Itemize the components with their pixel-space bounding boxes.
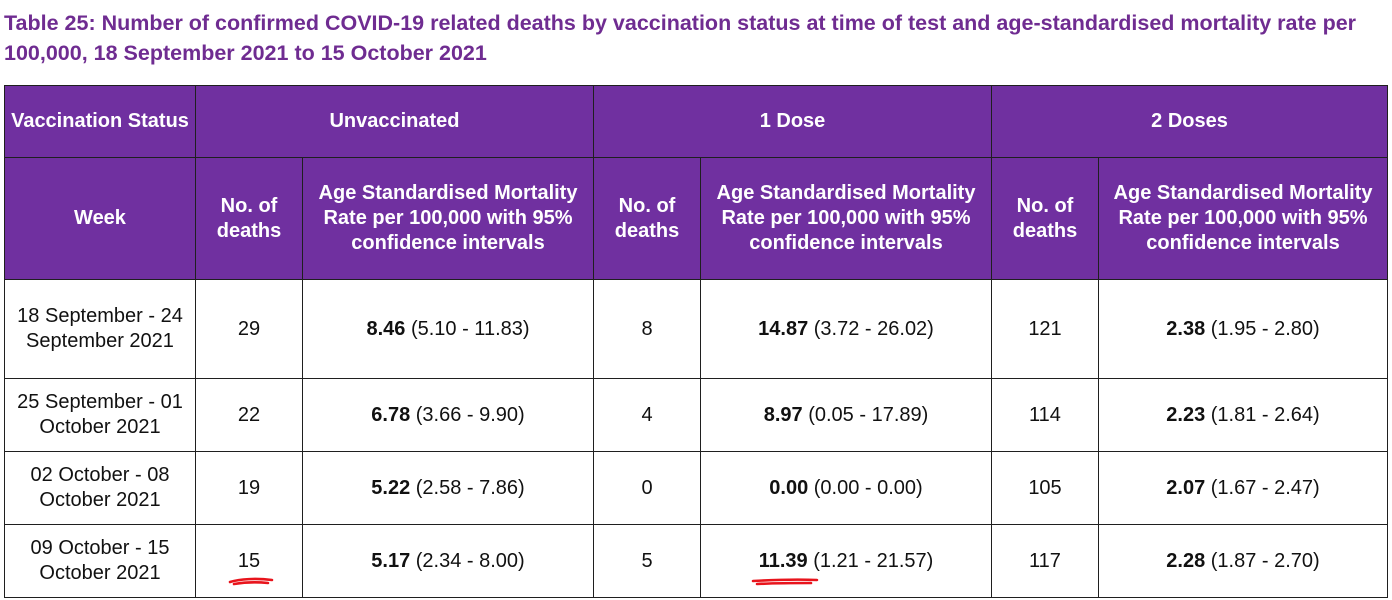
d2-rate-cell: 2.38 (1.95 - 2.80) (1098, 279, 1388, 379)
ci-value: (5.10 - 11.83) (405, 317, 530, 340)
d1-rate-cell: 14.87 (3.72 - 26.02) (700, 279, 992, 379)
header-vaccination-status: Vaccination Status (4, 85, 196, 158)
ci-value: (1.87 - 2.70) (1205, 549, 1320, 572)
d2-rate-cell: 2.23 (1.81 - 2.64) (1098, 378, 1388, 452)
ci-value: (2.58 - 7.86) (410, 476, 525, 499)
header-d2-deaths: No. of deaths (991, 157, 1099, 280)
rate-value: 5.22 (371, 476, 411, 499)
ci-value: (1.95 - 2.80) (1205, 317, 1320, 340)
deaths-value: 15 (237, 549, 261, 572)
header-two-doses: 2 Doses (991, 85, 1388, 158)
d2-deaths-cell: 121 (991, 279, 1099, 379)
d1-deaths-cell: 8 (593, 279, 701, 379)
header-unvaccinated: Unvaccinated (195, 85, 594, 158)
week-cell: 25 September - 01 October 2021 (4, 378, 196, 452)
rate-value: 2.07 (1166, 476, 1206, 499)
rate-value: 5.17 (371, 549, 411, 572)
rate-value: 6.78 (371, 403, 411, 426)
header-row-columns: Week No. of deaths Age Standardised Mort… (4, 157, 1388, 280)
header-week: Week (4, 157, 196, 280)
rate-value: 2.38 (1166, 317, 1206, 340)
ci-value: (2.34 - 8.00) (410, 549, 525, 572)
table-row: 25 September - 01 October 2021 22 6.78 (… (4, 378, 1388, 452)
table-title: Table 25: Number of confirmed COVID-19 r… (4, 11, 1357, 65)
ci-value: (1.21 - 21.57) (807, 549, 934, 572)
header-one-dose: 1 Dose (593, 85, 992, 158)
unvax-deaths-cell: 22 (195, 378, 303, 452)
rate-value: 2.28 (1166, 549, 1206, 572)
rate-value: 14.87 (758, 317, 809, 340)
ci-value: (1.67 - 2.47) (1205, 476, 1320, 499)
unvax-deaths-cell: 19 (195, 451, 303, 525)
table-row: 02 October - 08 October 2021 19 5.22 (2.… (4, 451, 1388, 525)
week-cell: 02 October - 08 October 2021 (4, 451, 196, 525)
table-row: 09 October - 15 October 2021 15 5.17 (2.… (4, 524, 1388, 598)
unvax-rate-cell: 5.22 (2.58 - 7.86) (302, 451, 594, 525)
ci-value: (3.72 - 26.02) (808, 317, 934, 340)
d2-deaths-cell: 114 (991, 378, 1099, 452)
rate-value: 8.46 (366, 317, 406, 340)
red-underline-annotation (751, 577, 819, 585)
week-cell: 09 October - 15 October 2021 (4, 524, 196, 598)
rate-value: 11.39 (758, 549, 808, 572)
underlined-value: 15 (228, 549, 274, 585)
ci-value: (0.00 - 0.00) (808, 476, 923, 499)
ci-value: (3.66 - 9.90) (410, 403, 525, 426)
header-unvax-deaths: No. of deaths (195, 157, 303, 280)
rate-value: 8.97 (763, 403, 803, 426)
table-row: 18 September - 24 September 2021 29 8.46… (4, 279, 1388, 379)
d1-rate-cell: 0.00 (0.00 - 0.00) (700, 451, 992, 525)
ci-value: (1.81 - 2.64) (1205, 403, 1320, 426)
unvax-deaths-cell: 15 (195, 524, 303, 598)
d2-rate-cell: 2.07 (1.67 - 2.47) (1098, 451, 1388, 525)
d1-deaths-cell: 0 (593, 451, 701, 525)
ci-value: (0.05 - 17.89) (802, 403, 929, 426)
header-d2-rate: Age Standardised Mortality Rate per 100,… (1098, 157, 1388, 280)
header-d1-deaths: No. of deaths (593, 157, 701, 280)
d1-deaths-cell: 5 (593, 524, 701, 598)
rate-value: 0.00 (769, 476, 809, 499)
d2-rate-cell: 2.28 (1.87 - 2.70) (1098, 524, 1388, 598)
d1-rate-cell: 11.39 (1.21 - 21.57) (700, 524, 992, 598)
d2-deaths-cell: 105 (991, 451, 1099, 525)
week-cell: 18 September - 24 September 2021 (4, 279, 196, 379)
red-underline-annotation (228, 577, 274, 585)
unvax-rate-cell: 5.17 (2.34 - 8.00) (302, 524, 594, 598)
unvax-rate-cell: 8.46 (5.10 - 11.83) (302, 279, 594, 379)
rate-value: 2.23 (1166, 403, 1206, 426)
deaths-table: Vaccination Status Unvaccinated 1 Dose 2… (4, 85, 1388, 598)
unvax-rate-cell: 6.78 (3.66 - 9.90) (302, 378, 594, 452)
d1-rate-cell: 8.97 (0.05 - 17.89) (700, 378, 992, 452)
underlined-value: 11.39 (751, 549, 819, 585)
header-row-groups: Vaccination Status Unvaccinated 1 Dose 2… (4, 85, 1388, 158)
unvax-deaths-cell: 29 (195, 279, 303, 379)
d1-deaths-cell: 4 (593, 378, 701, 452)
header-d1-rate: Age Standardised Mortality Rate per 100,… (700, 157, 992, 280)
header-unvax-rate: Age Standardised Mortality Rate per 100,… (302, 157, 594, 280)
d2-deaths-cell: 117 (991, 524, 1099, 598)
